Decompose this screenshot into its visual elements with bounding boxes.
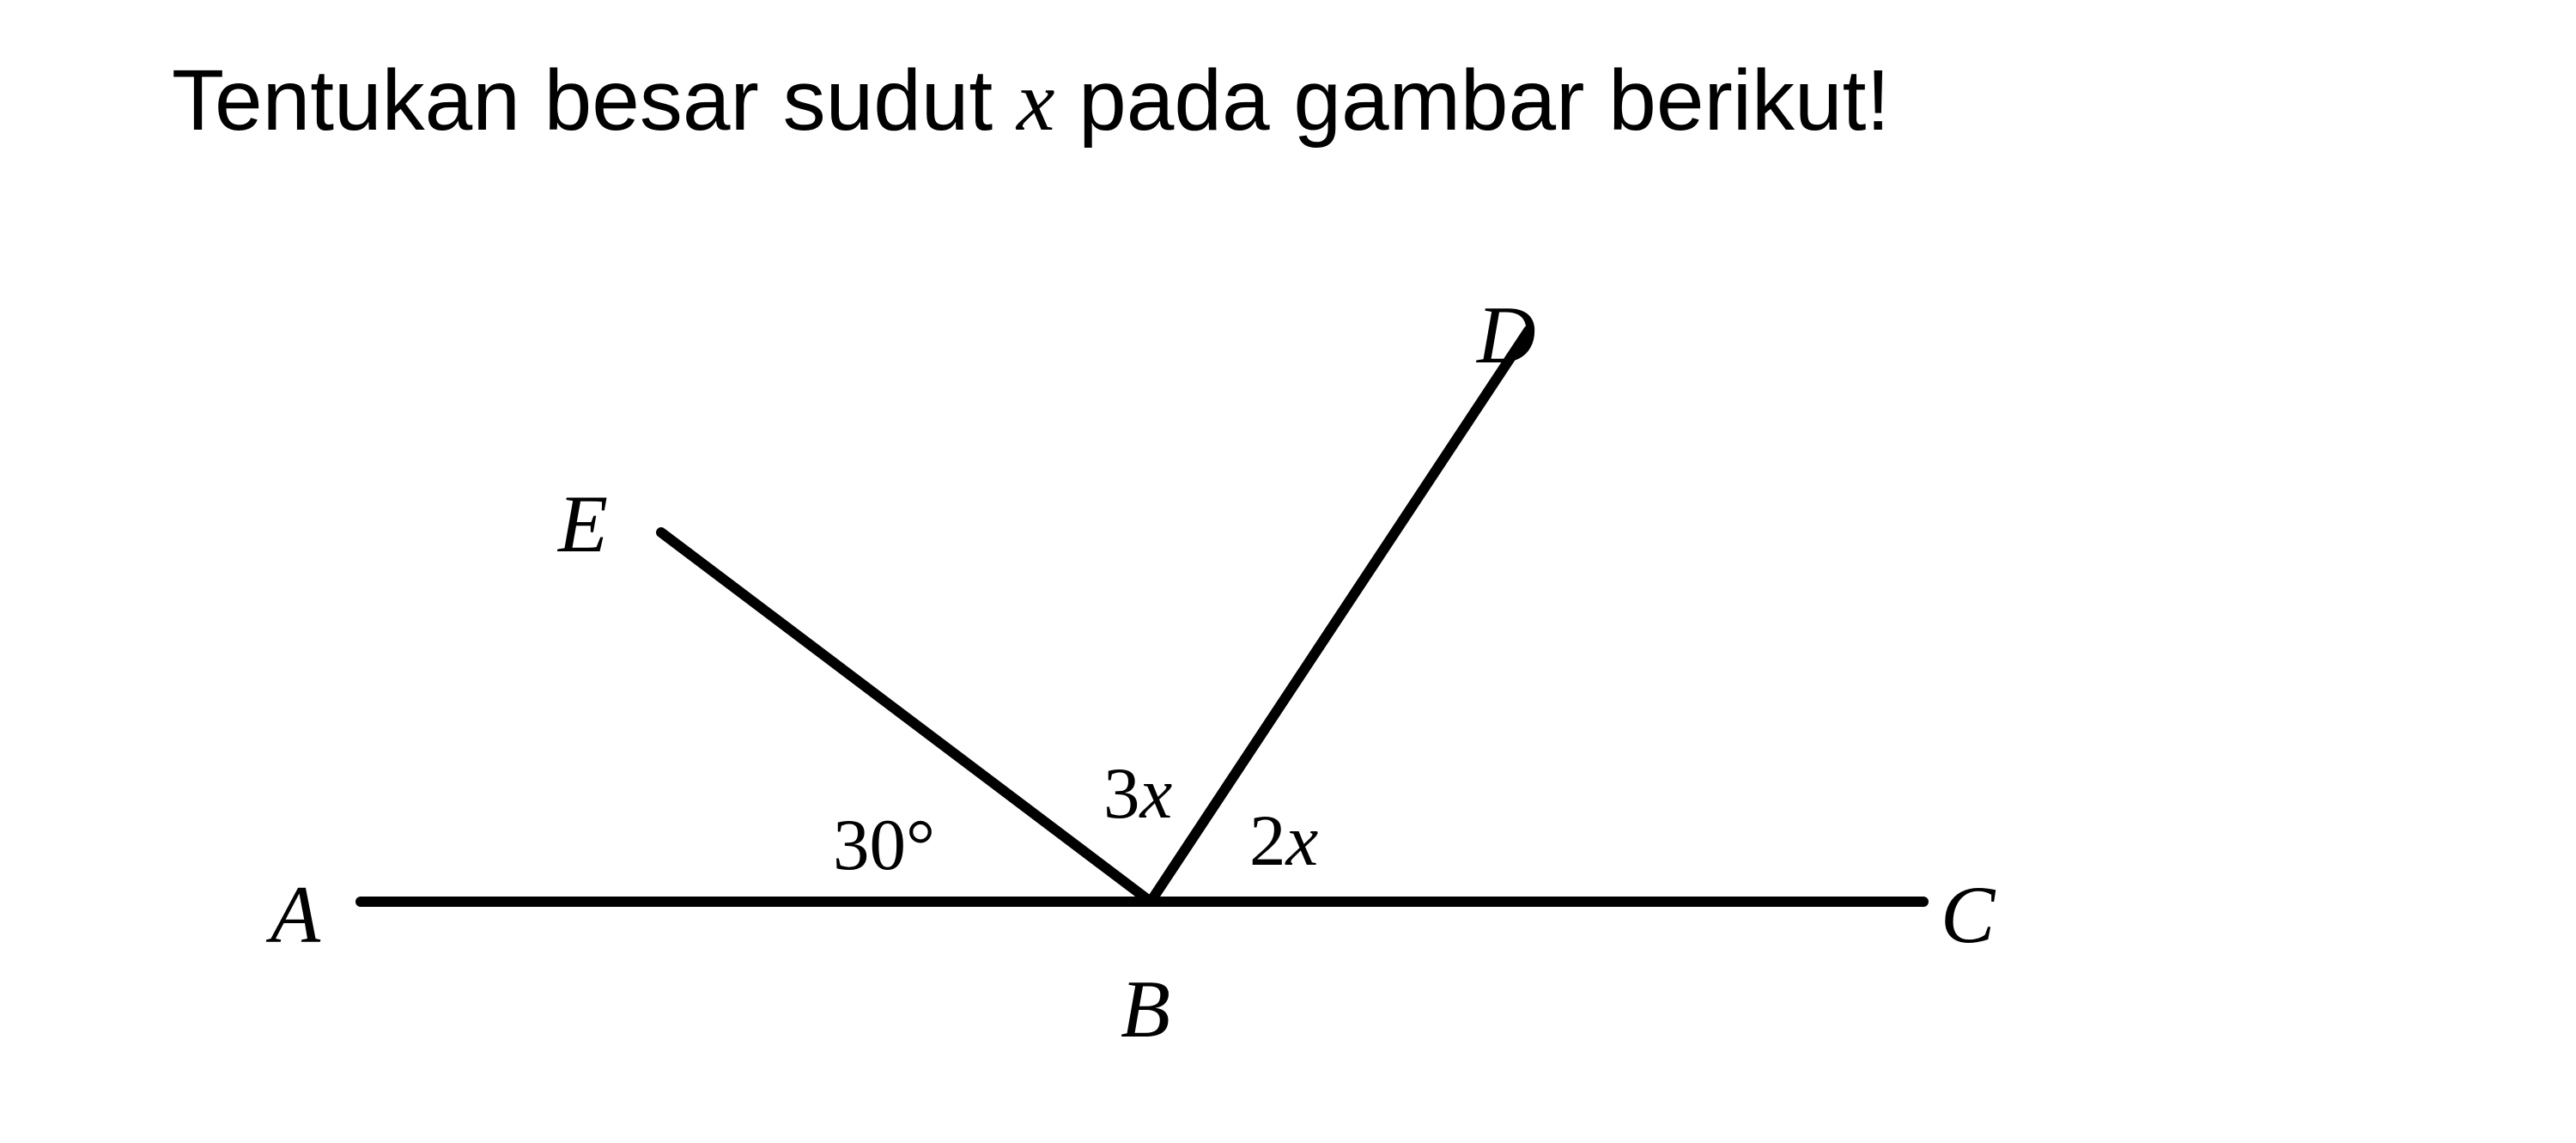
angle-ABE: 30° [833,803,935,887]
point-D: D [1477,288,1536,382]
angle-diagram: A B C D E 30° 3x 2x [258,283,1975,1056]
title-text-1: Tentukan besar sudut [172,52,1017,149]
angle-EBD-var: x [1140,753,1173,834]
point-E: E [558,477,608,571]
angle-EBD-num: 3 [1103,753,1140,834]
point-B: B [1121,962,1170,1056]
angle-DBC-var: x [1286,800,1319,881]
angle-EBD: 3x [1103,751,1172,836]
angle-DBC: 2x [1249,799,1318,883]
angle-DBC-num: 2 [1249,800,1286,881]
point-C: C [1941,867,1995,962]
title-variable: x [1017,53,1054,149]
diagram-svg [258,283,1975,1056]
point-A: A [270,867,320,962]
question-title: Tentukan besar sudut x pada gambar berik… [172,52,1890,150]
title-text-2: pada gambar berikut! [1054,52,1890,149]
line-BD [1151,331,1528,902]
